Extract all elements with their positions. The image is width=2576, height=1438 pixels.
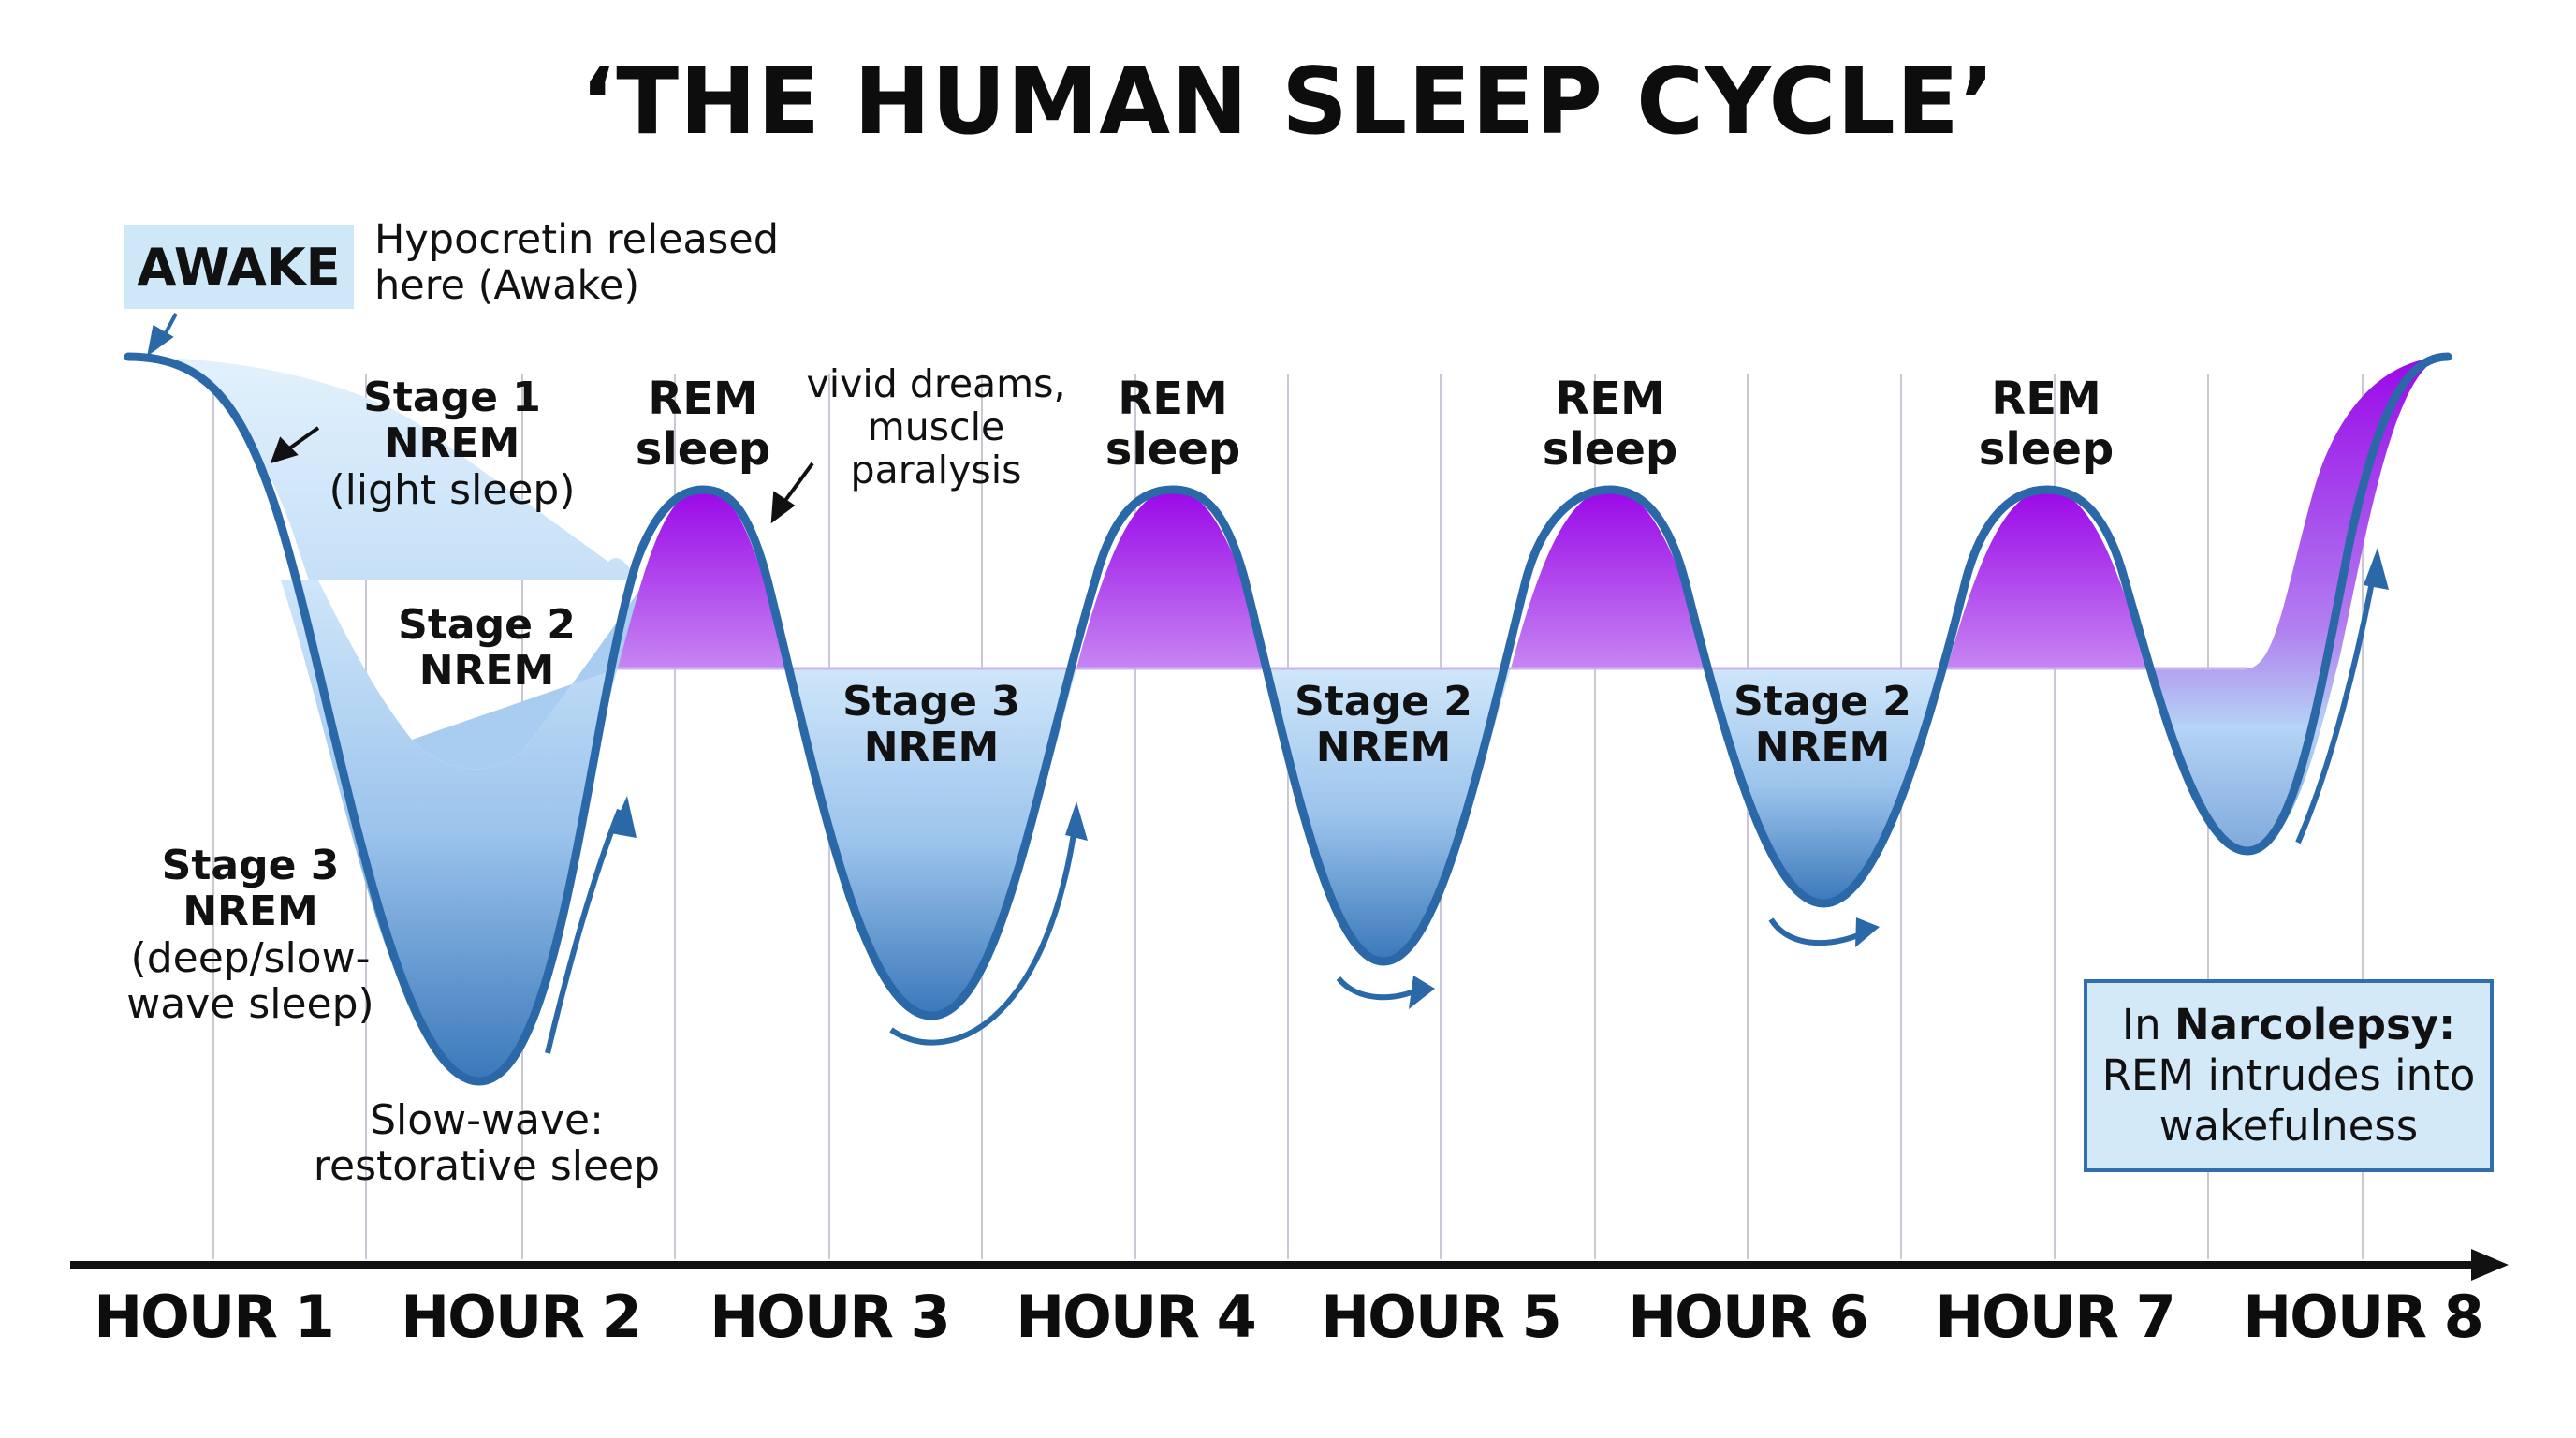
slowwave-l1: Slow-wave: bbox=[370, 1096, 604, 1144]
axis-arrow-icon bbox=[2471, 1249, 2509, 1281]
arrow-curl-3 bbox=[1336, 976, 1425, 1001]
stage3-left-l2: NREM bbox=[183, 888, 318, 936]
trough-label-1: Stage 3 NREM bbox=[828, 679, 1034, 771]
pointer-arrows bbox=[147, 313, 178, 357]
nrem-fill-2 bbox=[788, 668, 1076, 1016]
hour-label-7: HOUR 7 bbox=[1935, 1283, 2175, 1351]
page-title: ‘THE HUMAN SLEEP CYCLE’ bbox=[579, 49, 1997, 155]
hour-label-4: HOUR 4 bbox=[1016, 1283, 1256, 1351]
slowwave-note: Slow-wave: restorative sleep bbox=[309, 1097, 665, 1190]
arrow-curl-4 bbox=[1768, 917, 1869, 946]
rem-label-4: REM sleep bbox=[1953, 374, 2140, 476]
arrowhead-icon bbox=[1409, 976, 1435, 1009]
rem-label-1-l1: REM bbox=[648, 373, 758, 425]
arrow-heads bbox=[610, 548, 2389, 1009]
stage3-left-l4: wave sleep) bbox=[126, 979, 374, 1028]
stage1-title: Stage 1 NREM bbox=[363, 374, 541, 468]
arrowhead-icon bbox=[1065, 801, 1088, 841]
trough-label-2-l1: Stage 2 bbox=[1295, 678, 1472, 726]
hour-label-8: HOUR 8 bbox=[2243, 1283, 2483, 1351]
rem-pointer bbox=[780, 462, 814, 507]
rem-fill-4 bbox=[1947, 490, 2147, 668]
rem-label-4-l1: REM bbox=[1991, 373, 2101, 425]
nrem-fill-first-inner bbox=[412, 562, 655, 770]
trough-label-1-l2: NREM bbox=[863, 724, 1000, 772]
narcolepsy-bold: Narcolepsy: bbox=[2174, 1000, 2456, 1049]
rem-label-1: REM sleep bbox=[609, 374, 797, 476]
slowwave-l2: restorative sleep bbox=[313, 1142, 661, 1191]
trough-label-3-l1: Stage 2 bbox=[1734, 678, 1911, 726]
arrowhead-icon bbox=[147, 324, 174, 357]
arrowhead-icon bbox=[770, 491, 796, 524]
hour-label-2: HOUR 2 bbox=[401, 1283, 641, 1351]
rem-fill-1 bbox=[618, 490, 788, 668]
stage2-first-l2: NREM bbox=[418, 647, 555, 696]
rem-note-l2: muscle paralysis bbox=[850, 404, 1022, 492]
rem-label-3-l1: REM bbox=[1555, 373, 1665, 425]
stage1-sub: (light sleep) bbox=[329, 465, 576, 514]
stage1-band bbox=[128, 357, 637, 580]
hour-label-1: HOUR 1 bbox=[94, 1283, 334, 1351]
arrowhead-icon bbox=[270, 436, 299, 464]
stage3-left-l1: Stage 3 bbox=[161, 842, 340, 889]
stage2-first-l1: Stage 2 bbox=[398, 601, 576, 649]
hour-label-3: HOUR 3 bbox=[710, 1283, 950, 1351]
arrowhead-icon bbox=[1855, 917, 1880, 947]
rem-label-4-l2: sleep bbox=[1978, 422, 2115, 476]
trough-label-3-l2: NREM bbox=[1754, 724, 1891, 772]
narcolepsy-prefix: In bbox=[2121, 1000, 2174, 1049]
rem-note: vivid dreams, muscle paralysis bbox=[777, 361, 1095, 492]
rem-label-3: REM sleep bbox=[1516, 374, 1704, 476]
end-fill bbox=[2147, 357, 2448, 851]
arrowhead-icon bbox=[610, 796, 637, 838]
stage1-pointer bbox=[284, 426, 320, 453]
arrowhead-icon bbox=[2364, 548, 2389, 590]
rem-fill-2 bbox=[1076, 490, 1269, 668]
rem-label-3-l2: sleep bbox=[1542, 422, 1678, 476]
hypocretin-note: Hypocretin released here (Awake) bbox=[374, 216, 780, 310]
rem-label-2: REM sleep bbox=[1079, 374, 1266, 476]
rem-label-1-l2: sleep bbox=[635, 422, 771, 476]
trough-label-3: Stage 2 NREM bbox=[1720, 679, 1925, 771]
narcolepsy-line1: In Narcolepsy: bbox=[2122, 1000, 2455, 1050]
stage2-first-label: Stage 2 NREM bbox=[374, 602, 599, 695]
stage3-left-l3: (deep/slow- bbox=[130, 933, 371, 982]
hour-label-6: HOUR 6 bbox=[1628, 1283, 1868, 1351]
hypocretin-note-line1: Hypocretin released bbox=[374, 216, 780, 263]
rem-fill-3 bbox=[1511, 490, 1709, 668]
trough-label-2: Stage 2 NREM bbox=[1281, 679, 1486, 771]
rem-label-2-l1: REM bbox=[1118, 373, 1228, 425]
rem-label-2-l2: sleep bbox=[1105, 422, 1241, 476]
arrow-rise-5 bbox=[2295, 561, 2378, 844]
narcolepsy-callout: In Narcolepsy: REM intrudes into wakeful… bbox=[2084, 979, 2494, 1172]
rem-note-l1: vivid dreams, bbox=[806, 361, 1066, 406]
awake-label: AWAKE bbox=[124, 225, 354, 309]
trough-label-2-l2: NREM bbox=[1315, 724, 1452, 772]
stage3-left-label: Stage 3 NREM (deep/slow- wave sleep) bbox=[112, 843, 388, 1027]
sleep-curve bbox=[124, 352, 2452, 1086]
arrow-rise-2 bbox=[889, 814, 1079, 1046]
narcolepsy-line3: wakefulness bbox=[2159, 1101, 2419, 1151]
narcolepsy-line2: REM intrudes into bbox=[2101, 1050, 2476, 1100]
trough-label-1-l1: Stage 3 bbox=[842, 678, 1020, 726]
hour-label-5: HOUR 5 bbox=[1321, 1283, 1561, 1351]
stage1-label: Stage 1 NREM (light sleep) bbox=[298, 374, 607, 513]
hypocretin-note-line2: here (Awake) bbox=[374, 262, 640, 310]
direction-arrows bbox=[545, 561, 2378, 1054]
